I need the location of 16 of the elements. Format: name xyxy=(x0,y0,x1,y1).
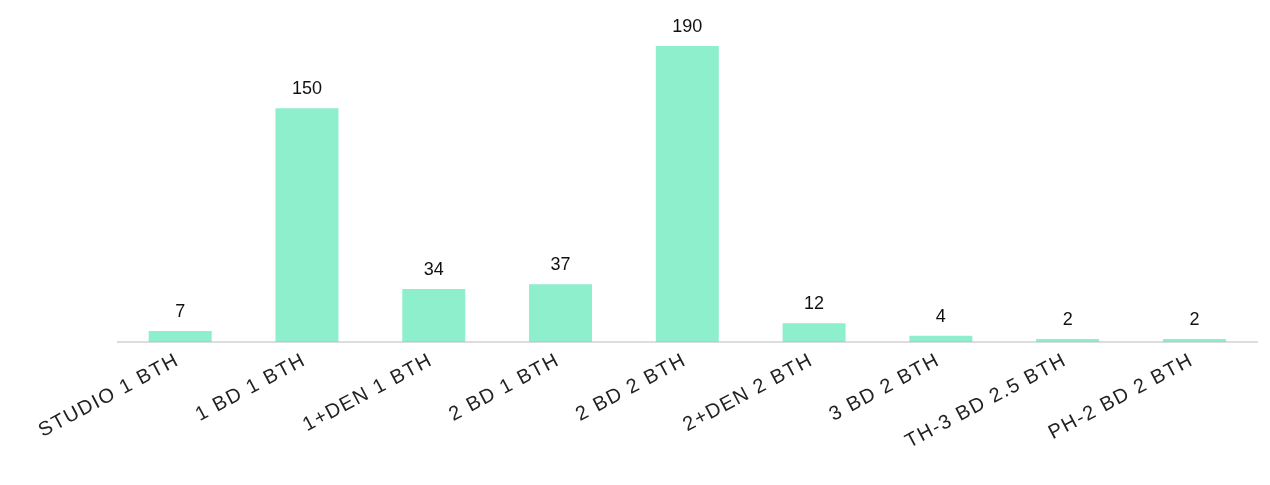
data-label: 34 xyxy=(423,259,444,280)
bar xyxy=(782,323,846,342)
data-label: 150 xyxy=(291,78,322,99)
bar xyxy=(275,108,339,342)
bar xyxy=(148,331,212,342)
data-label: 7 xyxy=(175,301,186,322)
data-label: 190 xyxy=(672,16,703,36)
bar xyxy=(529,284,593,342)
data-label: 2 xyxy=(1062,308,1073,329)
bar xyxy=(655,46,719,342)
data-label: 12 xyxy=(804,293,825,314)
data-label: 4 xyxy=(935,305,946,326)
x-tick-label: 2 BD 1 BTH xyxy=(444,348,563,425)
bar xyxy=(402,289,466,342)
data-label: 37 xyxy=(550,254,571,275)
data-label: 2 xyxy=(1189,308,1200,329)
